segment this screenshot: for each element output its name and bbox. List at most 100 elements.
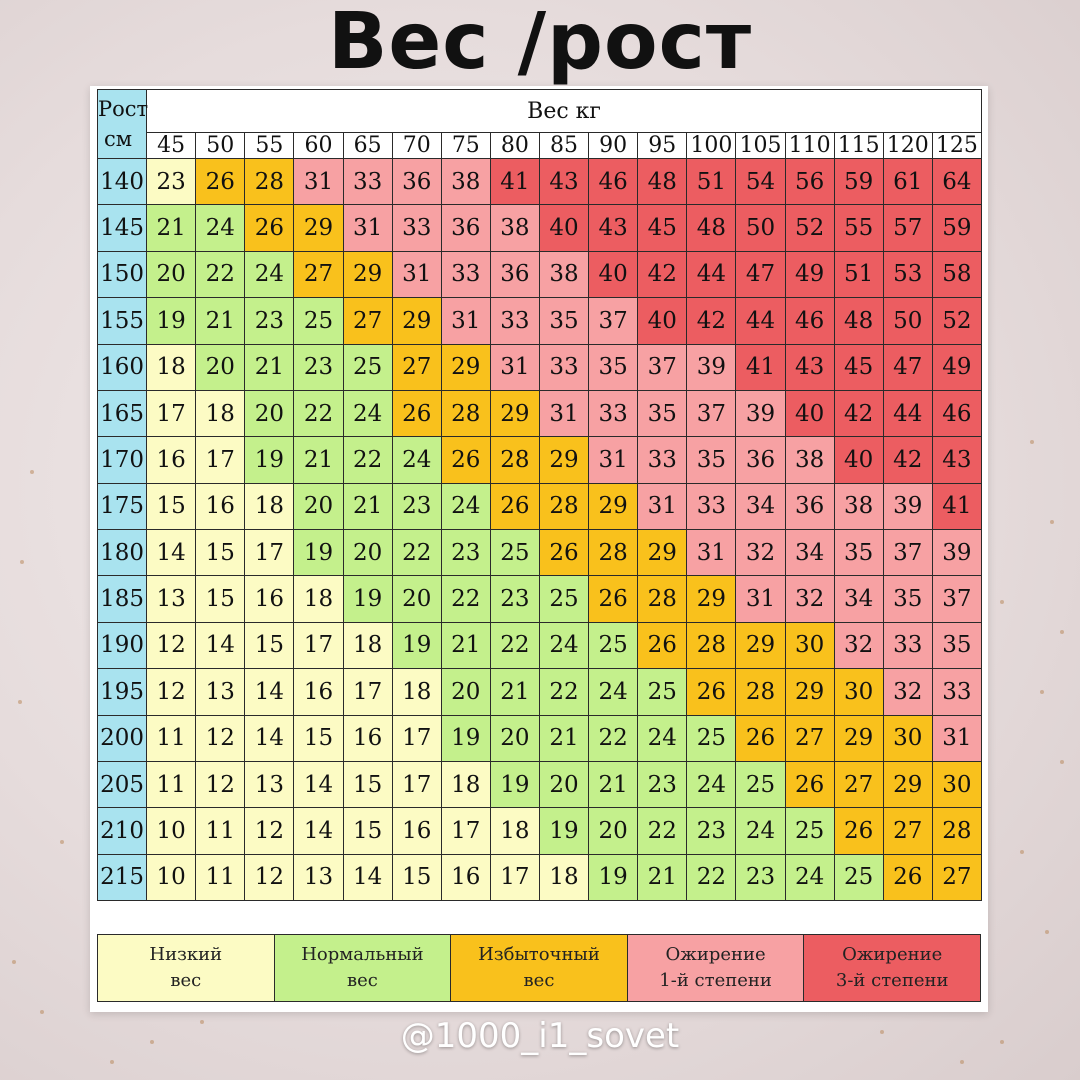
bmi-cell: 31: [391, 250, 442, 299]
bmi-cell: 40: [833, 436, 884, 484]
legend-item-line1: Ожирение: [842, 944, 943, 965]
bmi-cell: 14: [244, 714, 295, 762]
bmi-cell: 20: [293, 482, 344, 531]
bmi-cell: 22: [342, 436, 393, 484]
bmi-cell: 13: [146, 575, 197, 623]
weight-tick-label: 100: [686, 132, 737, 159]
bmi-cell: 40: [784, 389, 835, 438]
bmi-cell: 10: [146, 807, 197, 855]
bmi-cell: 29: [637, 528, 688, 577]
decor-speck: [1020, 850, 1024, 854]
bmi-cell: 12: [244, 807, 295, 855]
bmi-cell: 18: [391, 668, 442, 716]
bmi-cell: 16: [146, 436, 197, 484]
bmi-cell: 17: [391, 714, 442, 762]
bmi-cell: 29: [293, 204, 344, 252]
bmi-cell: 34: [833, 575, 884, 623]
bmi-cell: 53: [882, 250, 933, 299]
bmi-cell: 14: [342, 853, 393, 902]
bmi-cell: 32: [882, 668, 933, 716]
decor-speck: [1060, 630, 1064, 634]
bmi-cell: 29: [538, 436, 590, 484]
bmi-cell: 23: [293, 343, 344, 391]
bmi-cell: 29: [735, 621, 786, 670]
legend-item-line2: вес: [523, 970, 555, 991]
bmi-cell: 23: [244, 297, 295, 345]
bmi-cell: 33: [931, 668, 983, 716]
height-tick-label: 190: [96, 621, 148, 670]
bmi-cell: 27: [342, 297, 393, 345]
bmi-cell: 14: [293, 807, 344, 855]
bmi-cell: 52: [931, 297, 983, 345]
legend-item-line2: 1-й степени: [659, 970, 772, 991]
bmi-cell: 22: [195, 250, 246, 299]
bmi-cell: 31: [293, 157, 344, 206]
bmi-cell: 33: [489, 297, 540, 345]
table-row: 180 14 15 17 19 20 22 23 25 26 28 29 31 32 34 35 37 39: [96, 528, 983, 577]
bmi-cell: 56: [784, 157, 835, 206]
bmi-cell: 24: [440, 482, 491, 531]
decor-speck: [20, 560, 24, 564]
bmi-cell: 27: [784, 714, 835, 762]
legend-item-line2: вес: [170, 970, 202, 991]
table-row: 155 19 21 23 25 27 29 31 33 35 37 40 42 44 46 48 50 52: [96, 297, 983, 345]
bmi-cell: 25: [538, 575, 590, 623]
bmi-cell: 26: [440, 436, 491, 484]
bmi-cell: 22: [538, 668, 590, 716]
bmi-cell: 42: [882, 436, 933, 484]
legend-item: Низкий вес: [97, 934, 275, 1002]
bmi-cell: 49: [931, 343, 983, 391]
legend-item: Ожирение 3-й степени: [803, 934, 981, 1002]
decor-speck: [1060, 760, 1064, 764]
height-tick-label: 145: [96, 204, 148, 252]
bmi-cell: 29: [440, 343, 491, 391]
decor-speck: [60, 840, 64, 844]
bmi-cell: 28: [637, 575, 688, 623]
bmi-cell: 12: [146, 621, 197, 670]
table-row: 165 17 18 20 22 24 26 28 29 31 33 35 37 39 40 42 44 46: [96, 389, 983, 438]
bmi-cell: 23: [637, 760, 688, 809]
bmi-cell: 15: [195, 528, 246, 577]
bmi-cell: 12: [195, 760, 246, 809]
bmi-cell: 47: [882, 343, 933, 391]
weight-tick-label: 90: [588, 132, 639, 159]
decor-speck: [200, 1020, 204, 1024]
bmi-cell: 26: [784, 760, 835, 809]
bmi-cell: 38: [440, 157, 491, 206]
bmi-cell: 26: [489, 482, 540, 531]
legend-item-line1: Низкий: [149, 944, 223, 965]
decor-speck: [960, 1060, 964, 1064]
bmi-cell: 27: [293, 250, 344, 299]
decor-speck: [1045, 930, 1049, 934]
bmi-cell: 20: [195, 343, 246, 391]
bmi-cell: 26: [735, 714, 786, 762]
bmi-cell: 33: [637, 436, 688, 484]
height-tick-label: 205: [96, 760, 148, 809]
bmi-cell: 23: [391, 482, 442, 531]
bmi-cell: 28: [931, 807, 983, 855]
bmi-cell: 58: [931, 250, 983, 299]
bmi-cell: 17: [244, 528, 295, 577]
bmi-cell: 20: [440, 668, 491, 716]
bmi-cell: 35: [588, 343, 639, 391]
bmi-cell: 27: [391, 343, 442, 391]
height-tick-label: 180: [96, 528, 148, 577]
bmi-cell: 34: [735, 482, 786, 531]
bmi-cell: 16: [342, 714, 393, 762]
bmi-cell: 20: [391, 575, 442, 623]
bmi-cell: 24: [784, 853, 835, 902]
bmi-cell: 38: [784, 436, 835, 484]
weight-tick-label: 105: [735, 132, 786, 159]
bmi-cell: 36: [489, 250, 540, 299]
height-tick-label: 150: [96, 250, 148, 299]
bmi-cell: 27: [931, 853, 983, 902]
weight-tick-row: 45 50 55 60 65 70 75 80 85 90 95 100 105 110 115 120 125: [98, 132, 983, 159]
bmi-cell: 17: [195, 436, 246, 484]
weight-tick-label: 95: [637, 132, 688, 159]
bmi-cell: 21: [195, 297, 246, 345]
bmi-cell: 35: [637, 389, 688, 438]
watermark-handle: @1000_i1_sovet: [400, 1016, 680, 1056]
height-tick-label: 140: [96, 157, 148, 206]
bmi-cell: 33: [882, 621, 933, 670]
weight-tick-label: 80: [489, 132, 540, 159]
